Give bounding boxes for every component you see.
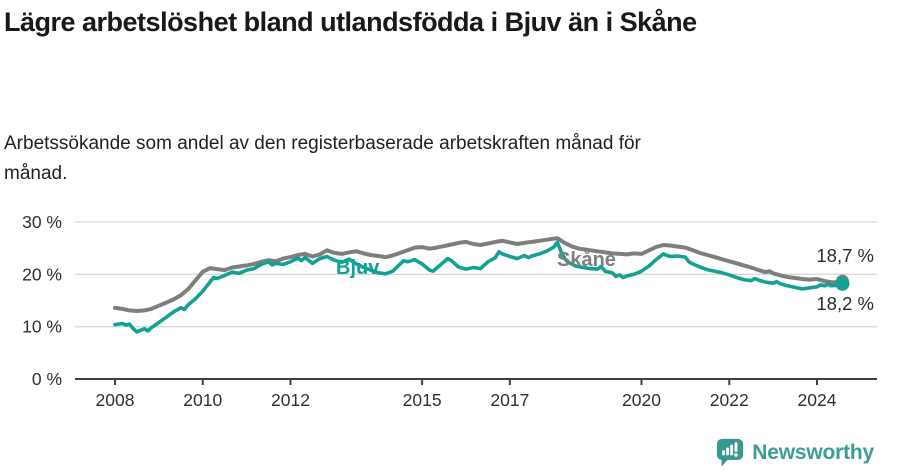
end-value-label-skane: 18,7 % [816,245,874,266]
series-label-skane: Skåne [557,249,616,271]
brand-name: Newsworthy [752,440,874,464]
branding-footer: Newsworthy [715,437,874,468]
x-axis-tick-label: 2015 [403,390,442,410]
chart-canvas: 30 % 20 % 10 % 0 % 2008 2010 2012 2015 2017 2020 2… [22,212,877,410]
y-axis-tick-label: 30 % [22,212,62,232]
series-line-bjuv [113,240,845,334]
series-end-dot-bjuv [835,276,850,291]
line-chart: 30 % 20 % 10 % 0 % 2008 2010 2012 2015 2017 2020 2… [0,205,900,420]
chart-subtitle: Arbetssökande som andel av den registerb… [4,133,641,184]
x-axis-tick-label: 2020 [622,390,661,410]
x-axis-tick-label: 2022 [710,390,749,410]
x-axis-tick-label: 2008 [96,390,135,410]
y-axis-tick-label: 10 % [22,317,62,337]
series-label-bjuv: Bjuv [336,257,380,279]
x-axis-tick-label: 2017 [490,390,529,410]
y-axis-tick-label: 0 % [32,369,62,389]
x-axis-tick-label: 2012 [271,390,310,410]
x-axis-tick-label: 2010 [183,390,222,410]
end-value-label-bjuv: 18,2 % [816,293,874,314]
page-title: Lägre arbetslöshet bland utlandsfödda i … [4,7,697,37]
x-axis-tick-label: 2024 [798,390,837,410]
y-axis-tick-label: 20 % [22,264,62,284]
series-line-skåne [113,236,845,313]
newsworthy-logo-icon [717,438,744,467]
